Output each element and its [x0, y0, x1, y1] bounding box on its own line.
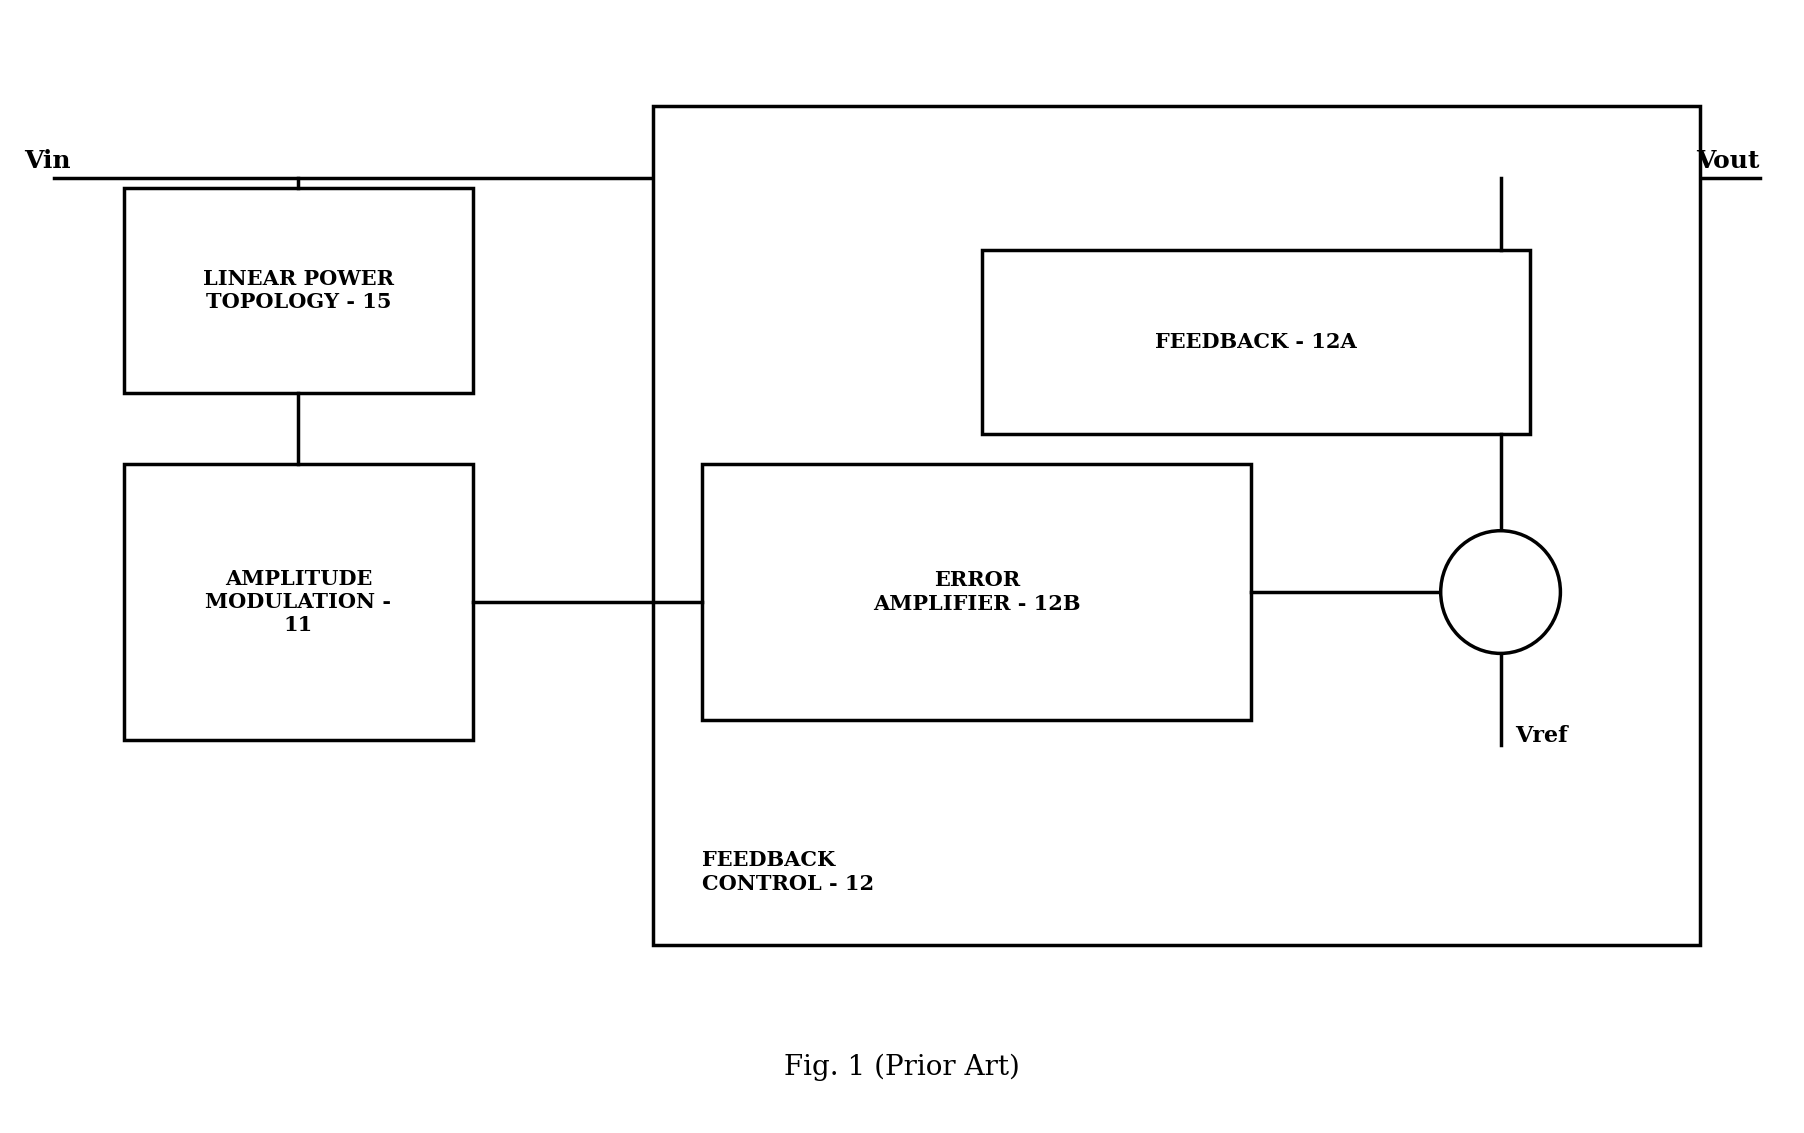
Text: Vref: Vref	[1515, 725, 1568, 747]
FancyBboxPatch shape	[981, 249, 1530, 434]
Text: Fig. 1 (Prior Art): Fig. 1 (Prior Art)	[785, 1054, 1019, 1081]
Circle shape	[1441, 530, 1560, 654]
FancyBboxPatch shape	[702, 465, 1252, 719]
Text: FEEDBACK - 12A: FEEDBACK - 12A	[1155, 332, 1357, 351]
Text: ERROR
AMPLIFIER - 12B: ERROR AMPLIFIER - 12B	[873, 570, 1081, 614]
Text: Vin: Vin	[23, 148, 70, 173]
Text: LINEAR POWER
TOPOLOGY - 15: LINEAR POWER TOPOLOGY - 15	[204, 269, 393, 312]
Text: Vout: Vout	[1696, 148, 1761, 173]
FancyBboxPatch shape	[653, 107, 1699, 945]
FancyBboxPatch shape	[124, 465, 473, 740]
Text: AMPLITUDE
MODULATION -
11: AMPLITUDE MODULATION - 11	[206, 569, 391, 636]
Text: FEEDBACK
CONTROL - 12: FEEDBACK CONTROL - 12	[702, 851, 875, 894]
FancyBboxPatch shape	[124, 188, 473, 393]
